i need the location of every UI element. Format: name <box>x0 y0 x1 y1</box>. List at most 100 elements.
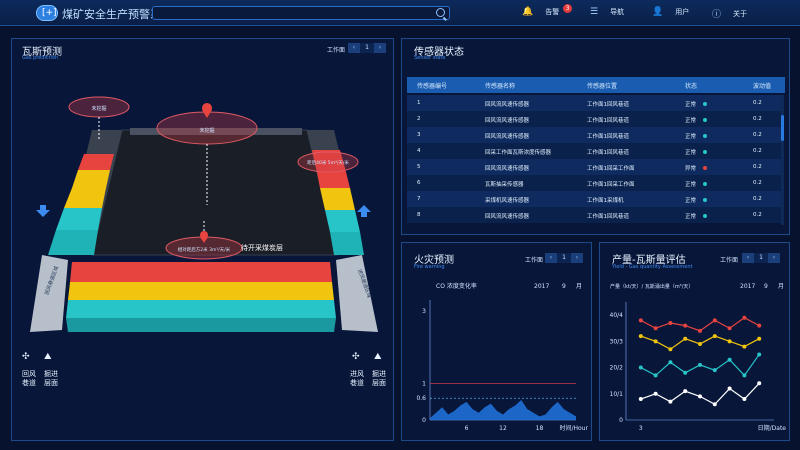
table-row[interactable]: 7 采煤机风速传感器 工作面1采煤机 正常 0.2 <box>407 191 783 207</box>
y-axis-label: 产量（kt/天）/ 瓦斯涌出量（m³/天） <box>610 283 693 290</box>
y-tick-label: 3 <box>422 308 426 315</box>
series-point <box>683 323 688 328</box>
cell-fluctuation: 0.2 <box>753 132 762 138</box>
next-arrow-icon[interactable]: › <box>374 43 386 53</box>
list-icon: ☰ <box>590 7 599 17</box>
cell-sensor-id: 7 <box>417 196 421 202</box>
fire-panel-title: 火灾预测 <box>414 255 454 266</box>
cell-sensor-name: 回采工作面瓦斯浓度传感器 <box>485 150 552 156</box>
cell-fluctuation: 0.2 <box>753 196 762 202</box>
series-point <box>638 318 643 323</box>
info-icon: ⓘ <box>712 10 722 20</box>
nav-about[interactable]: ⓘ 关于 <box>712 7 748 21</box>
period-month-unit: 月 <box>778 283 784 290</box>
yield-gas-chart: 产量（kt/天）/ 瓦斯涌出量（m³/天） 2017 9 月 0 10/1 20/2 30/3… <box>610 283 787 432</box>
nav-user[interactable]: 👤 用户 <box>652 7 689 17</box>
coal-seam-edge <box>130 128 302 135</box>
co-rate-area <box>430 400 576 420</box>
series-point <box>757 352 762 357</box>
series-point <box>727 339 732 344</box>
cell-sensor-location: 工作面1回风巷道 <box>587 118 629 124</box>
next-arrow-icon[interactable]: › <box>768 253 780 263</box>
period-year[interactable]: 2017 <box>534 283 549 290</box>
x-axis-label: 日期/Date <box>758 424 787 432</box>
gas-workface-label: 工作面 <box>327 47 346 54</box>
period-month[interactable]: 9 <box>764 283 768 290</box>
series-point <box>698 362 702 367</box>
nav-navigation-label: 导航 <box>610 8 625 16</box>
series-point <box>698 341 702 346</box>
series-point <box>683 370 688 375</box>
left-band-teal <box>56 208 102 230</box>
series-point <box>638 334 643 339</box>
series-point <box>727 386 732 391</box>
status-dot <box>703 198 707 202</box>
table-row[interactable]: 3 回风流风速传感器 工作面1回风巷道 正常 0.2 <box>407 127 783 143</box>
x-tick-label: 18 <box>536 425 544 432</box>
gas-panel-subtitle: Gas prediction <box>22 55 59 61</box>
col-sensor-name: 传感器名称 <box>485 83 516 90</box>
series-point <box>653 373 658 378</box>
status-dot <box>703 166 707 170</box>
next-arrow-icon[interactable]: › <box>571 253 583 263</box>
table-row[interactable]: 6 瓦斯抽采传感器 工作面1回采工作面 正常 0.2 <box>407 175 783 191</box>
series-point <box>742 373 747 378</box>
prev-arrow-icon[interactable]: ‹ <box>545 253 557 263</box>
bottom-band-teal <box>66 300 336 318</box>
table-row[interactable]: 1 回风流风速传感器 工作面1回风巷道 正常 0.2 <box>407 95 783 111</box>
sensor-scrollbar[interactable] <box>781 95 784 225</box>
intake-tunnel <box>336 255 378 332</box>
prev-arrow-icon[interactable]: ‹ <box>742 253 754 263</box>
cell-fluctuation: 0.2 <box>753 164 762 170</box>
period-month[interactable]: 9 <box>562 283 566 290</box>
table-row[interactable]: 5 回风流风速传感器 工作面1回采工作面 异常 0.2 <box>407 159 783 175</box>
yield-panel-title: 产量-瓦斯量评估 <box>612 255 686 266</box>
series-point <box>668 320 673 325</box>
bottom-band-red <box>70 262 332 282</box>
series-point <box>742 344 747 349</box>
nav-navigation[interactable]: ☰ 导航 <box>590 7 624 17</box>
cell-fluctuation: 0.2 <box>753 212 762 218</box>
series-point <box>653 391 658 396</box>
fire-warning-panel <box>401 242 592 441</box>
status-dot <box>703 102 707 106</box>
nav-alarm[interactable]: 🔔 告警 <box>522 7 559 17</box>
fire-page-number[interactable]: 1 <box>557 253 571 263</box>
cell-sensor-name: 回风流风速传感器 <box>485 134 530 140</box>
cell-fluctuation: 0.2 <box>753 116 762 122</box>
cell-sensor-id: 2 <box>417 116 421 122</box>
nav-about-label: 关于 <box>733 9 748 18</box>
yield-page-number[interactable]: 1 <box>754 253 768 263</box>
coal-icon: ⛰ <box>374 352 382 362</box>
status-dot <box>703 118 707 122</box>
cell-sensor-id: 8 <box>417 212 421 218</box>
cell-sensor-id: 5 <box>417 164 421 170</box>
series-point <box>757 323 762 328</box>
prev-arrow-icon[interactable]: ‹ <box>348 43 360 53</box>
cell-sensor-id: 4 <box>417 148 421 154</box>
legend-tunneling-right: 掘进 层面 <box>372 370 386 387</box>
search-input[interactable] <box>153 13 433 26</box>
period-year[interactable]: 2017 <box>740 283 755 290</box>
coal-face-label: 待开采煤炭层 <box>241 243 283 252</box>
table-row[interactable]: 4 回采工作面瓦斯浓度传感器 工作面1回风巷道 正常 0.2 <box>407 143 783 159</box>
table-row[interactable]: 2 回风流风速传感器 工作面1回风巷道 正常 0.2 <box>407 111 783 127</box>
status-dot <box>703 134 707 138</box>
cell-sensor-name: 回风流风速传感器 <box>485 166 530 172</box>
col-fluctuation: 波动值 <box>753 83 772 90</box>
search-box <box>152 6 450 26</box>
cell-sensor-location: 工作面1采煤机 <box>587 198 624 204</box>
x-axis-label: 时间/Hour <box>560 424 589 432</box>
series-point <box>712 402 717 407</box>
series-point <box>742 315 747 320</box>
bell-icon: 🔔 <box>522 7 534 17</box>
yield-panel-subtitle: Yield - Gas quantity Assessment <box>612 264 693 270</box>
search-icon[interactable] <box>436 8 445 17</box>
y-tick-label: 1 <box>422 381 426 388</box>
cell-status: 正常 <box>685 198 697 204</box>
table-row[interactable]: 8 回风流风速传感器 工作面1回风巷道 正常 0.2 <box>407 207 783 223</box>
y-tick-label: 0.6 <box>416 395 426 402</box>
scrollbar-thumb[interactable] <box>781 115 784 141</box>
gas-page-number[interactable]: 1 <box>360 43 374 53</box>
cell-status: 正常 <box>685 134 697 140</box>
